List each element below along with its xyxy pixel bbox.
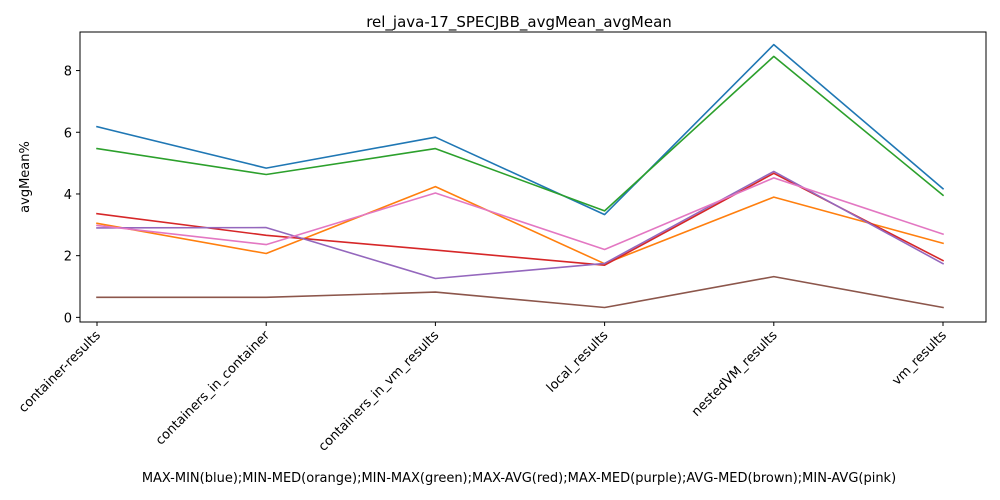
x-axis-label: MAX-MIN(blue);MIN-MED(orange);MIN-MAX(gr… xyxy=(142,471,896,486)
y-tick-label: 0 xyxy=(64,311,72,326)
x-tick-label: container-results xyxy=(16,328,104,416)
series-line-avg-med xyxy=(96,275,944,309)
plot-frame xyxy=(79,31,987,323)
y-tick-label: 2 xyxy=(64,250,72,265)
x-tick-label: nestedVM_results xyxy=(689,328,781,420)
x-tick-label: vm_results xyxy=(889,328,950,389)
y-tick-label: 6 xyxy=(64,126,72,141)
series-layer xyxy=(96,43,945,309)
series-line-min-med xyxy=(96,185,944,265)
series-line-min-max xyxy=(96,55,945,212)
y-tick-label: 8 xyxy=(64,65,72,80)
y-axis-label: avgMean% xyxy=(18,141,33,213)
y-axis: 0 2 4 6 8 xyxy=(64,65,80,326)
chart-title: rel_java-17_SPECJBB_avgMean_avgMean xyxy=(366,13,672,32)
x-tick-label: containers_in_container xyxy=(153,328,274,449)
x-tick-label: local_results xyxy=(544,328,612,396)
x-tick-label: containers_in_vm_results xyxy=(316,328,442,454)
series-line-max-avg xyxy=(96,172,945,267)
series-line-min-avg xyxy=(96,177,945,251)
series-line-max-min xyxy=(96,43,945,216)
x-axis: container-results containers_in_container… xyxy=(16,322,950,455)
y-tick-label: 4 xyxy=(64,188,72,203)
